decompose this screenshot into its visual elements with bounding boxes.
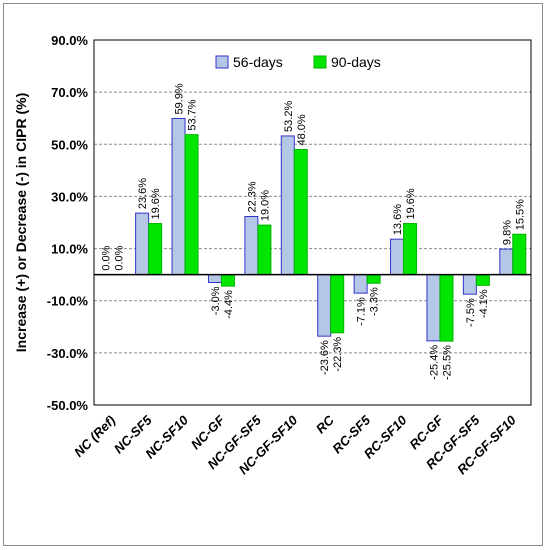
data-label: 19.6% <box>150 188 162 219</box>
data-label: -3.3% <box>369 287 381 316</box>
data-label: 9.8% <box>501 220 513 245</box>
bar-56-days <box>390 238 405 276</box>
bar-56-days <box>426 274 441 342</box>
bar-90-days <box>220 274 235 287</box>
bar-56-days <box>171 117 186 276</box>
data-label: 48.0% <box>296 114 308 145</box>
chart-svg: 90.0% 70.0% 50.0% 30.0% 10.0% -10.0% -30.0% -50… <box>13 33 532 477</box>
y-tick-label: 90.0% <box>51 33 88 48</box>
y-tick-label: 50.0% <box>51 137 88 152</box>
bar-56-days <box>135 212 150 276</box>
bar-90-days <box>257 224 272 276</box>
y-tick-label: 30.0% <box>51 189 88 204</box>
legend-label-56-days: 56-days <box>233 54 283 70</box>
data-label: -4.4% <box>223 290 235 319</box>
legend-swatch-90-days <box>313 55 327 69</box>
data-label: 13.6% <box>392 204 404 235</box>
data-label: -7.1% <box>356 297 368 326</box>
chart-frame: 90.0% 70.0% 50.0% 30.0% 10.0% -10.0% -30.0% -50… <box>3 3 543 546</box>
legend-swatch-56-days <box>215 55 229 69</box>
y-tick-label: -30.0% <box>47 346 89 361</box>
y-tick-label: -50.0% <box>47 398 89 413</box>
data-label: 23.6% <box>137 178 149 209</box>
data-label: -22.3% <box>332 337 344 372</box>
y-tick-label: 70.0% <box>51 85 88 100</box>
data-label: -25.4% <box>428 345 440 380</box>
bar-56-days <box>353 274 368 294</box>
bar-56-days <box>317 274 332 337</box>
bar-56-days <box>244 216 259 276</box>
bar-90-days <box>512 233 527 276</box>
bar-90-days <box>439 274 454 342</box>
bar-90-days <box>330 274 345 334</box>
data-label: -25.5% <box>441 345 453 380</box>
bar-56-days <box>207 274 222 283</box>
bar-90-days <box>403 223 418 276</box>
legend-label-90-days: 90-days <box>331 54 381 70</box>
plot-area-border <box>93 39 532 406</box>
bar-90-days <box>293 149 308 276</box>
data-label: 53.2% <box>283 101 295 132</box>
data-label: 53.7% <box>187 99 199 130</box>
data-label: 19.6% <box>405 188 417 219</box>
bar-90-days <box>148 223 163 276</box>
bar-56-days <box>280 135 295 276</box>
y-axis-label: Increase (+) or Decrease (-) in CIPR (%) <box>13 93 29 352</box>
data-label: -7.5% <box>465 298 477 327</box>
bar-56-days <box>499 248 514 276</box>
data-label: -23.6% <box>319 340 331 375</box>
data-label: 22.3% <box>246 181 258 212</box>
data-label: 59.9% <box>174 83 186 114</box>
y-tick-label: 10.0% <box>51 242 88 257</box>
data-label: -3.0% <box>210 286 222 315</box>
y-tick-label: -10.0% <box>47 294 89 309</box>
bar-90-days <box>184 134 199 276</box>
bar-90-days <box>475 274 490 286</box>
bar-90-days <box>366 274 381 284</box>
data-label: 0.0% <box>114 245 126 270</box>
data-label: 0.0% <box>101 245 113 270</box>
bar-56-days <box>462 274 477 295</box>
x-category-label: RC <box>313 412 337 436</box>
data-label: 19.0% <box>259 190 271 221</box>
data-label: -4.1% <box>478 289 490 318</box>
data-label: 15.5% <box>514 199 526 230</box>
x-category-label: NC (Ref) <box>71 413 118 460</box>
